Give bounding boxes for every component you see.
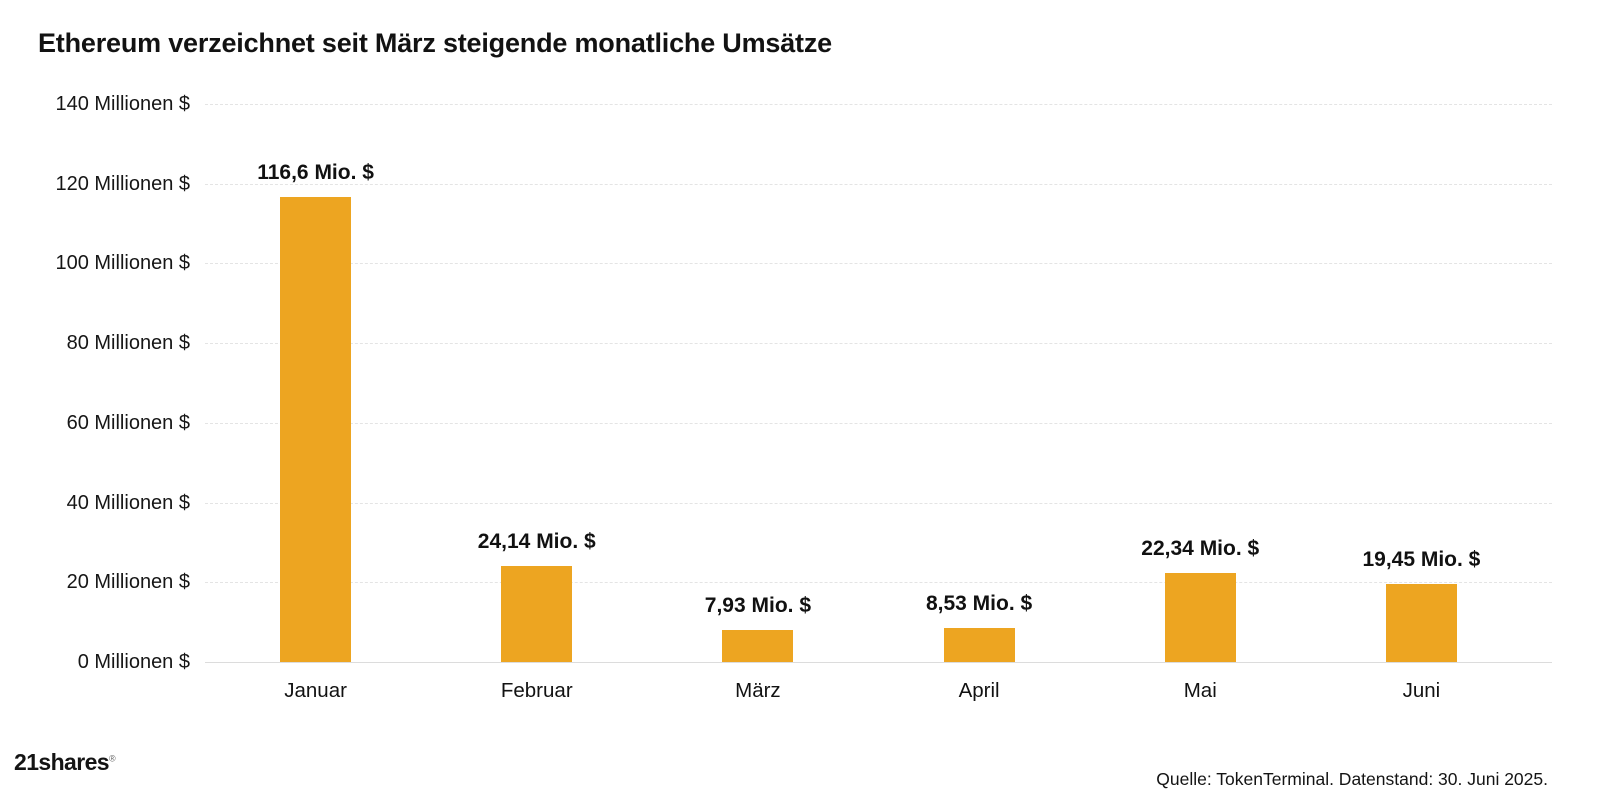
x-axis-tick-label-mai: Mai: [1183, 679, 1217, 702]
y-axis-tick-label: 20 Millionen $: [66, 571, 190, 594]
bar-april: [943, 628, 1015, 662]
chart-title: Ethereum verzeichnet seit März steigende…: [38, 28, 832, 58]
x-axis-tick-label-marz: März: [735, 679, 781, 702]
registered-trademark-icon: ®: [108, 753, 116, 764]
y-axis-tick-label: 0 Millionen $: [77, 651, 190, 673]
bar-value-label-februar: 24,14 Mio. $: [477, 529, 596, 553]
gridline-140: [205, 104, 1552, 105]
brand-logo-text: 21shares: [14, 749, 110, 775]
y-axis-tick-label: 100 Millionen $: [55, 252, 190, 275]
bar-juni: [1385, 584, 1457, 662]
y-axis-tick-label: 120 Millionen $: [55, 172, 190, 195]
gridline-0: [205, 662, 1552, 663]
bar-value-label-april: 8,53 Mio. $: [925, 592, 1033, 615]
x-axis-tick-label-januar: Januar: [284, 679, 347, 702]
gridline-20: [205, 582, 1552, 584]
bar-mai: [1164, 572, 1236, 662]
gridline-80: [205, 343, 1552, 345]
y-axis-tick-label: 40 Millionen $: [66, 491, 190, 514]
x-axis-tick-label-juni: Juni: [1402, 679, 1441, 702]
brand-logo-21shares: 21shares®: [14, 749, 116, 776]
bar-value-label-januar: 116,6 Mio. $: [257, 161, 374, 185]
gridline-40: [205, 502, 1552, 504]
y-axis-tick-label: 140 Millionen $: [55, 93, 190, 115]
gridline-120: [205, 183, 1552, 185]
bar-februar: [501, 565, 573, 662]
bar-marz: [722, 630, 794, 662]
gridline-60: [205, 422, 1552, 424]
y-axis-tick-label: 80 Millionen $: [66, 332, 190, 355]
x-axis-tick-label-februar: Februar: [500, 679, 573, 702]
bar-januar: [280, 197, 352, 662]
gridline-100: [205, 263, 1552, 265]
bar-value-label-juni: 19,45 Mio. $: [1362, 548, 1481, 572]
x-axis-tick-label-april: April: [958, 679, 1000, 702]
bar-value-label-marz: 7,93 Mio. $: [704, 594, 812, 618]
bar-value-label-mai: 22,34 Mio. $: [1141, 536, 1260, 560]
source-note: Quelle: TokenTerminal. Datenstand: 30. J…: [1156, 769, 1548, 789]
y-axis-tick-label: 60 Millionen $: [66, 411, 190, 434]
